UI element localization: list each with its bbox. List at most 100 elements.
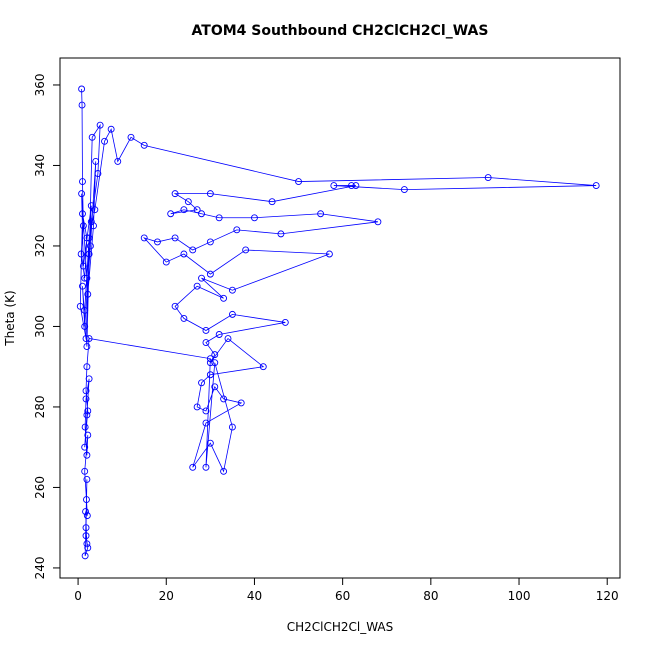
data-point [94, 170, 102, 177]
x-tick-label: 20 [159, 589, 174, 603]
data-point [206, 270, 214, 278]
data-point [202, 463, 210, 471]
x-tick-label: 40 [247, 589, 262, 603]
data-point [330, 182, 338, 190]
data-point [114, 157, 122, 165]
x-tick-label: 100 [508, 589, 531, 603]
data-point [206, 238, 214, 246]
data-point [352, 182, 360, 190]
x-axis-label: CH2ClCH2Cl_WAS [287, 620, 394, 634]
y-tick-label: 240 [33, 556, 47, 579]
data-point [348, 182, 355, 190]
data-point [82, 508, 90, 516]
data-point [211, 351, 219, 359]
data-point [242, 246, 250, 254]
data-point [295, 178, 303, 186]
data-point [171, 234, 179, 242]
data-point [91, 206, 99, 214]
y-tick-label: 320 [33, 235, 47, 258]
data-point [83, 540, 91, 548]
data-point [85, 375, 93, 383]
data-point [189, 463, 197, 471]
data-point [268, 198, 276, 206]
data-point [484, 174, 492, 181]
data-point [180, 250, 188, 258]
y-tick-label: 340 [33, 154, 47, 177]
data-point [83, 451, 91, 459]
data-point [237, 399, 245, 407]
y-tick-label: 300 [33, 315, 47, 338]
data-point [153, 238, 161, 246]
y-tick-label: 280 [33, 395, 47, 418]
data-point [251, 214, 258, 222]
data-point [76, 302, 84, 310]
data-point [85, 234, 93, 242]
data-point [81, 423, 89, 431]
x-tick-label: 120 [596, 589, 619, 603]
data-point [78, 101, 86, 109]
data-point [88, 133, 96, 141]
data-point [85, 250, 93, 258]
data-point [83, 512, 91, 520]
data-point [206, 355, 214, 363]
data-point [82, 395, 90, 403]
data-point [206, 190, 214, 198]
data-point [193, 282, 201, 290]
data-point [83, 343, 91, 351]
data-point [83, 363, 91, 371]
data-point [79, 178, 86, 186]
data-point [211, 359, 219, 367]
data-point [96, 121, 104, 129]
data-point [84, 407, 92, 415]
data-point [81, 323, 89, 330]
data-point [211, 383, 219, 391]
data-point [86, 242, 94, 250]
data-point [193, 206, 201, 214]
data-point [79, 282, 86, 290]
data-point [92, 157, 100, 165]
data-point [325, 250, 333, 258]
data-point [206, 371, 214, 379]
data-point [83, 475, 91, 483]
data-point [277, 230, 285, 238]
y-tick-label: 260 [33, 476, 47, 499]
data-point [81, 274, 89, 282]
data-point [81, 467, 89, 475]
data-point [220, 467, 228, 475]
data-point [90, 222, 97, 230]
data-point [198, 379, 205, 387]
data-point [171, 302, 179, 310]
data-point [180, 314, 188, 322]
data-point [228, 286, 236, 294]
data-point [220, 395, 228, 403]
data-point [87, 218, 95, 226]
data-point [317, 210, 325, 218]
data-point [193, 403, 201, 411]
data-point [79, 222, 87, 230]
data-point [87, 202, 95, 210]
chart-title: ATOM4 Southbound CH2ClCH2Cl_WAS [192, 23, 489, 39]
data-point [374, 218, 382, 226]
data-point [83, 274, 91, 282]
data-point [228, 310, 236, 318]
data-point [81, 552, 89, 560]
x-tick-label: 60 [335, 589, 350, 603]
data-point [85, 335, 93, 342]
data-point [78, 190, 86, 198]
data-line [79, 88, 597, 556]
data-point [77, 250, 85, 258]
data-point [81, 306, 89, 314]
data-point [224, 335, 232, 342]
data-point [400, 186, 408, 194]
data-point [162, 258, 170, 266]
data-point [202, 327, 210, 334]
data-point [79, 210, 86, 218]
data-point [171, 190, 179, 198]
x-tick-label: 80 [423, 589, 438, 603]
data-point [81, 443, 89, 451]
data-point [107, 125, 115, 133]
data-point [140, 234, 148, 242]
data-point [83, 496, 90, 503]
data-point [140, 141, 148, 149]
data-point [281, 318, 289, 326]
